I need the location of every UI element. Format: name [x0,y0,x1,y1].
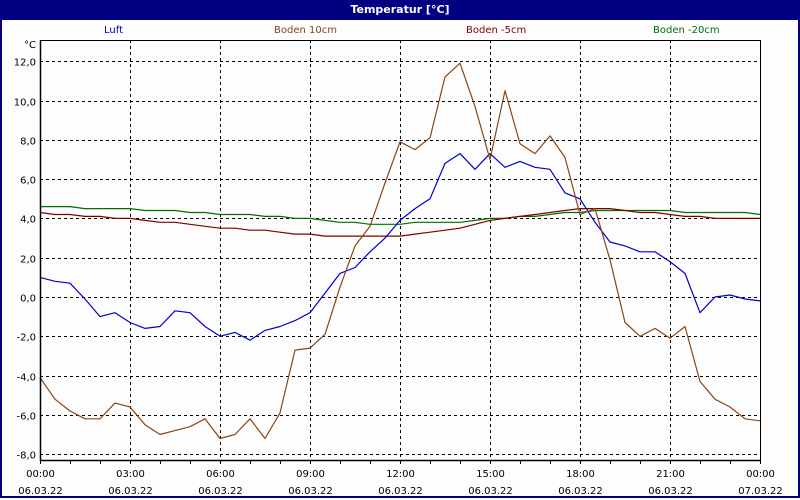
x-tick-time: 03:00 [116,469,145,480]
x-tick-date: 06.03.22 [18,486,63,497]
x-tick-date: 06.03.22 [558,486,603,497]
y-unit-label: °C [24,40,36,51]
x-tick-time: 12:00 [386,469,415,480]
legend-luft: Luft [104,25,123,36]
y-tick-label: 0,0 [20,294,36,305]
chart-title: Temperatur [°C] [350,3,450,16]
x-tick-time: 15:00 [476,469,505,480]
x-tick-date: 06.03.22 [378,486,423,497]
x-tick-date: 06.03.22 [288,486,333,497]
y-tick-label: 10,0 [14,98,36,109]
y-tick-label: 12,0 [14,58,36,69]
y-tick-label: -6,0 [16,412,36,423]
x-tick-date: 06.03.22 [108,486,153,497]
series-line-boden-20cm [40,206,761,225]
y-tick-label: 8,0 [20,137,36,148]
x-tick-date: 06.03.22 [198,486,243,497]
x-tick-time: 00:00 [746,469,775,480]
x-tick-time: 09:00 [296,469,325,480]
y-tick-label: 4,0 [20,215,36,226]
y-tick-label: -2,0 [16,333,36,344]
y-tick-label: -8,0 [16,451,36,462]
x-tick-date: 06.03.22 [648,486,693,497]
chart-title-bar: Temperatur [°C] [0,0,800,20]
series-line-boden-10cm [39,62,761,440]
legend-boden-minus-20cm: Boden -20cm [653,25,720,36]
y-tick-label: 2,0 [20,255,36,266]
y-tick-label: -4,0 [16,373,36,384]
series-line-boden-5cm [39,208,760,237]
series-line-luft [39,153,761,341]
x-tick-time: 21:00 [656,469,685,480]
legend-boden-10cm: Boden 10cm [274,25,337,36]
x-tick-time: 00:00 [26,469,55,480]
y-tick-label: 6,0 [20,176,36,187]
x-tick-time: 18:00 [566,469,595,480]
legend-boden-minus-5cm: Boden -5cm [466,25,527,36]
x-tick-time: 06:00 [206,469,235,480]
x-tick-date: 06.03.22 [468,486,513,497]
x-tick-date: 07.03.22 [738,486,783,497]
